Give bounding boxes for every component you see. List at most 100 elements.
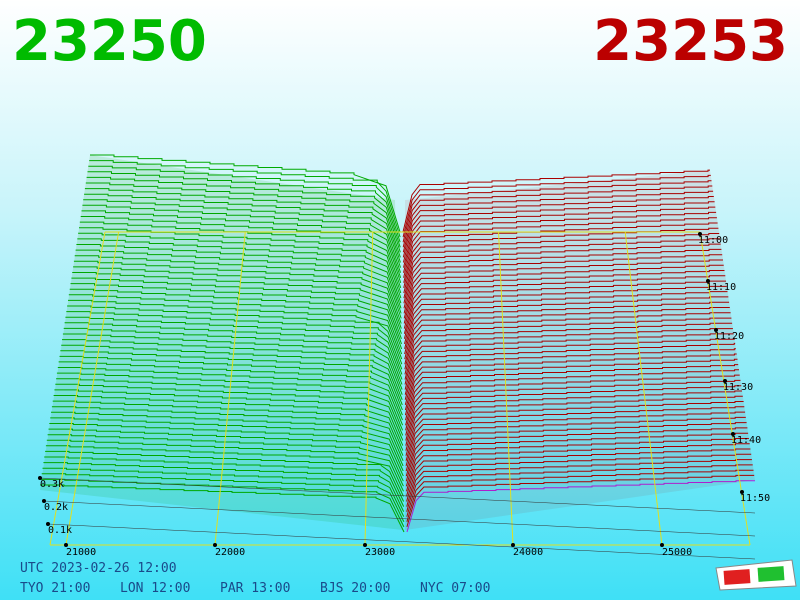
ask-line bbox=[405, 390, 742, 446]
ask-line bbox=[403, 254, 723, 314]
bid-line bbox=[80, 216, 402, 289]
ask-line bbox=[403, 211, 717, 273]
ask-line bbox=[405, 432, 749, 487]
ask-line bbox=[405, 364, 739, 421]
bid-line bbox=[40, 478, 405, 528]
bid-line bbox=[78, 232, 402, 304]
ask-price: 23253 bbox=[593, 9, 788, 74]
ask-line bbox=[405, 422, 747, 477]
bid-line bbox=[56, 378, 404, 436]
ask-line bbox=[404, 285, 727, 345]
tick-dot bbox=[46, 522, 50, 526]
ask-line bbox=[404, 328, 733, 385]
tick-dot bbox=[706, 279, 710, 283]
ask-line bbox=[403, 248, 722, 309]
tick-dot bbox=[714, 328, 718, 332]
ask-line bbox=[405, 385, 742, 441]
ask-line bbox=[404, 337, 735, 395]
bid-line bbox=[63, 327, 403, 390]
bid-line bbox=[45, 450, 405, 502]
bid-line bbox=[84, 188, 401, 263]
ask-line bbox=[404, 342, 736, 400]
ask-line bbox=[405, 379, 741, 436]
bid-line bbox=[86, 176, 401, 253]
bid-line bbox=[41, 473, 405, 523]
surface bbox=[40, 154, 755, 533]
price-label: 25000 bbox=[662, 547, 692, 558]
ask-line bbox=[404, 353, 737, 411]
bid-line bbox=[68, 294, 403, 360]
ask-line bbox=[402, 201, 715, 263]
bid-line bbox=[42, 467, 405, 517]
bid-line bbox=[62, 333, 403, 395]
bid-price: 23250 bbox=[12, 9, 207, 74]
depth-label: 0.2k bbox=[44, 502, 68, 513]
utc-time: UTC 2023-02-26 12:00 bbox=[20, 561, 177, 576]
bid-line bbox=[46, 439, 404, 492]
price-grid-line bbox=[498, 231, 514, 546]
ask-line bbox=[402, 180, 712, 243]
bid-line bbox=[87, 171, 401, 248]
price-grid-line bbox=[364, 231, 374, 546]
ask-line bbox=[405, 427, 748, 482]
ask-line bbox=[404, 301, 730, 360]
tick-dot bbox=[511, 543, 515, 547]
bid-line bbox=[56, 372, 404, 431]
tick-dot bbox=[731, 432, 735, 436]
bid-line bbox=[68, 299, 403, 365]
ask-line bbox=[404, 312, 731, 370]
ask-line bbox=[402, 169, 710, 233]
bid-line bbox=[82, 204, 402, 278]
depth-grid-line bbox=[47, 523, 756, 560]
tick-dot bbox=[740, 490, 744, 494]
ask-line bbox=[403, 275, 726, 334]
bid-line bbox=[70, 283, 403, 350]
bid-line bbox=[64, 322, 403, 385]
ask-line bbox=[403, 227, 719, 289]
bid-line bbox=[85, 182, 401, 258]
bid-line bbox=[62, 339, 403, 400]
bid-line bbox=[65, 316, 403, 380]
depth-grid-line bbox=[43, 500, 756, 537]
ask-line bbox=[403, 270, 725, 329]
world-clock: TYO 21:00 bbox=[20, 581, 90, 596]
ask-line bbox=[403, 280, 726, 339]
depth-label: 0.3k bbox=[40, 479, 64, 490]
time-label: 11:30 bbox=[723, 382, 753, 393]
ask-line bbox=[406, 464, 753, 517]
depth-label: 0.1k bbox=[48, 525, 72, 536]
bid-line bbox=[51, 406, 404, 461]
bid-line bbox=[54, 389, 404, 446]
ask-line bbox=[404, 307, 730, 365]
bid-line bbox=[55, 383, 404, 441]
price-grid-line bbox=[65, 231, 120, 546]
ask-line bbox=[406, 453, 752, 507]
bid-line bbox=[58, 361, 403, 421]
bid-line bbox=[53, 395, 404, 451]
ask-line bbox=[403, 217, 717, 278]
bid-line bbox=[74, 255, 402, 324]
ask-line bbox=[406, 459, 752, 512]
ask-line bbox=[405, 411, 746, 467]
bid-line bbox=[59, 355, 403, 416]
bid-line bbox=[75, 249, 402, 319]
bid-line bbox=[44, 456, 405, 507]
ask-line bbox=[405, 395, 743, 451]
bid-line bbox=[77, 238, 402, 309]
bid-line bbox=[51, 411, 404, 467]
bid-line bbox=[89, 160, 401, 238]
ask-line bbox=[405, 369, 739, 426]
depth-grid-line bbox=[39, 477, 756, 514]
ask-line bbox=[404, 317, 732, 375]
bid-line bbox=[90, 154, 401, 233]
tick-dot bbox=[38, 476, 42, 480]
bid-line bbox=[47, 434, 404, 487]
bid-line bbox=[50, 417, 404, 472]
tick-dot bbox=[723, 379, 727, 383]
bid-line bbox=[88, 165, 401, 243]
bid-shade bbox=[40, 155, 403, 530]
bid-line bbox=[57, 367, 404, 426]
world-clock: BJS 20:00 bbox=[320, 581, 390, 596]
labels: 21000 22000 23000 24000 25000 0.3k 0.2k 0.1k 11:… bbox=[20, 232, 770, 596]
